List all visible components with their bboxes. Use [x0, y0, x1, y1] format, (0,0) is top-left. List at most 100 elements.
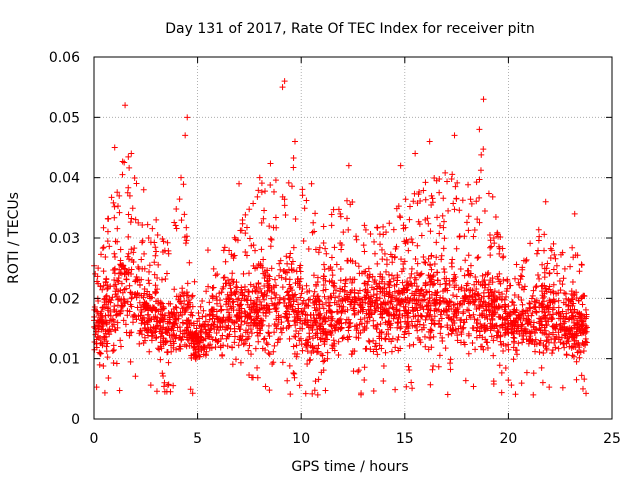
- data-point: [283, 253, 290, 260]
- data-point: [458, 285, 465, 292]
- data-point: [254, 364, 261, 371]
- data-point: [157, 299, 164, 306]
- data-point: [373, 325, 380, 332]
- data-point: [525, 316, 532, 323]
- data-point: [247, 313, 254, 320]
- data-point: [410, 313, 417, 320]
- data-point: [130, 249, 137, 256]
- data-point: [131, 245, 138, 252]
- data-point: [502, 365, 509, 372]
- data-point: [95, 265, 102, 272]
- data-point: [105, 328, 112, 335]
- data-point: [236, 302, 243, 309]
- data-point: [532, 284, 539, 291]
- data-point: [378, 345, 385, 352]
- data-point: [139, 265, 146, 272]
- data-point: [512, 318, 519, 325]
- data-point: [289, 258, 296, 265]
- data-point: [124, 312, 131, 319]
- data-point: [224, 291, 231, 298]
- data-point: [328, 222, 335, 229]
- data-point: [479, 310, 486, 317]
- data-point: [370, 322, 377, 329]
- data-point: [400, 303, 407, 310]
- data-point: [575, 321, 582, 328]
- data-point: [533, 250, 540, 257]
- data-point: [421, 259, 428, 266]
- data-point: [113, 286, 120, 293]
- data-point: [511, 292, 518, 299]
- data-point: [212, 344, 219, 351]
- data-point: [160, 305, 167, 312]
- data-point: [461, 298, 468, 305]
- data-point: [252, 317, 259, 324]
- data-point: [188, 332, 195, 339]
- data-point: [159, 306, 166, 313]
- data-point: [548, 247, 555, 254]
- data-point: [503, 293, 510, 300]
- data-point: [410, 307, 417, 314]
- y-tick-label: 0.01: [49, 352, 80, 368]
- data-point: [122, 321, 129, 328]
- data-point: [551, 298, 558, 305]
- data-point: [549, 315, 556, 322]
- data-point: [210, 265, 217, 272]
- data-point: [154, 232, 161, 239]
- data-point: [173, 205, 180, 212]
- data-point: [570, 292, 577, 299]
- data-point: [112, 254, 119, 261]
- data-point: [290, 155, 297, 162]
- data-point: [453, 293, 460, 300]
- data-point: [246, 235, 253, 242]
- y-tick-label: 0: [71, 412, 80, 428]
- data-point: [222, 258, 229, 265]
- data-point: [470, 233, 477, 240]
- data-point: [322, 277, 329, 284]
- data-point: [114, 203, 121, 210]
- data-point: [527, 240, 534, 247]
- data-point: [487, 277, 494, 284]
- data-point: [103, 343, 110, 350]
- data-point: [265, 322, 272, 329]
- data-point: [118, 343, 124, 350]
- data-point: [393, 302, 400, 309]
- data-point: [371, 250, 378, 257]
- data-point: [551, 325, 558, 332]
- data-point: [465, 227, 472, 234]
- data-point: [217, 336, 224, 343]
- data-point: [119, 171, 126, 178]
- data-point: [285, 299, 292, 306]
- data-point: [243, 296, 250, 303]
- data-point: [220, 314, 227, 321]
- data-point: [114, 277, 121, 284]
- data-point: [487, 252, 494, 259]
- data-point: [152, 244, 159, 251]
- data-point: [546, 283, 553, 290]
- data-point: [443, 306, 450, 313]
- data-point: [481, 328, 488, 335]
- data-point: [534, 272, 541, 279]
- data-point: [305, 296, 312, 303]
- data-point: [290, 244, 297, 251]
- data-point: [492, 296, 499, 303]
- data-point: [105, 215, 112, 222]
- data-point: [315, 249, 322, 256]
- data-point: [104, 238, 111, 245]
- data-point: [229, 344, 236, 351]
- data-point: [536, 339, 543, 346]
- data-point: [388, 298, 395, 305]
- data-point: [523, 307, 530, 314]
- data-point: [427, 261, 434, 268]
- data-point: [270, 224, 277, 231]
- data-point: [406, 366, 413, 373]
- data-point: [513, 307, 520, 314]
- data-point: [420, 322, 427, 329]
- data-point: [214, 271, 221, 278]
- data-point: [349, 296, 356, 303]
- data-point: [487, 237, 494, 244]
- data-point: [532, 348, 539, 355]
- data-point: [500, 277, 507, 284]
- data-point: [399, 287, 406, 294]
- data-point: [398, 256, 405, 263]
- data-point: [316, 312, 323, 319]
